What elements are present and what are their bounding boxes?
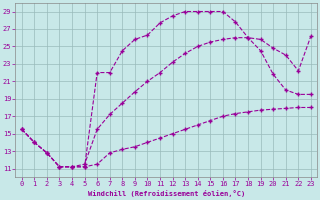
X-axis label: Windchill (Refroidissement éolien,°C): Windchill (Refroidissement éolien,°C)	[88, 190, 245, 197]
